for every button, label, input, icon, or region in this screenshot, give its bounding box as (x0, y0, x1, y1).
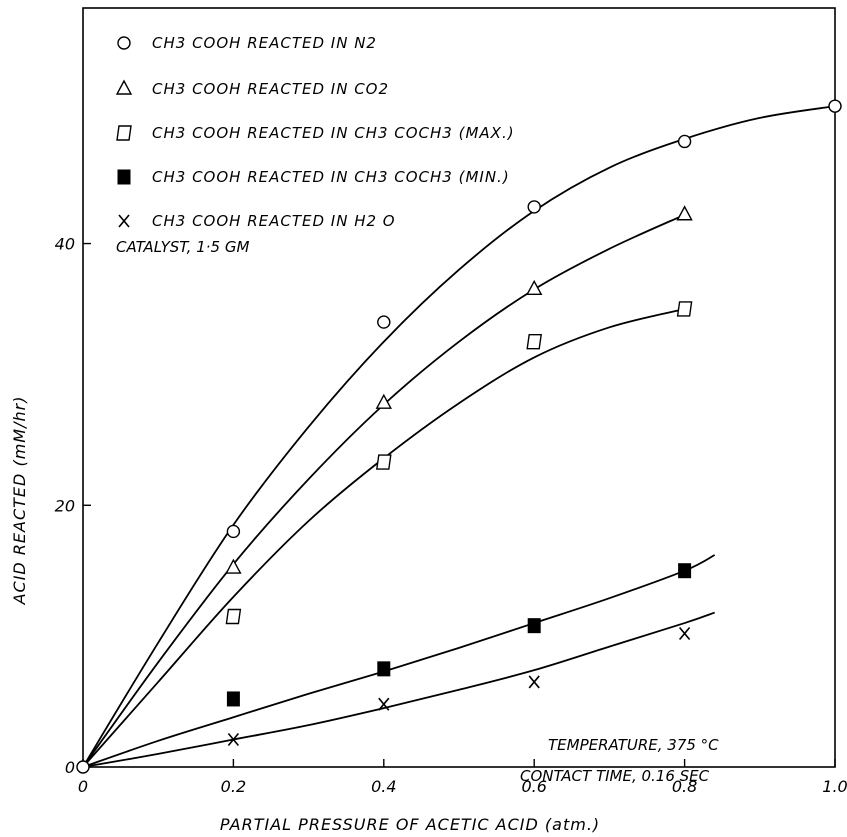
point-triangle (115, 79, 133, 95)
legend-entry-label: CH3 COOH REACTED IN CH3 COCH3 (MAX.) (152, 124, 515, 142)
point-square-open (676, 301, 693, 317)
y-axis-label: ACID REACTED (mM/hr) (10, 396, 29, 606)
x-tick-label: 0 (78, 777, 88, 796)
point-square-filled (117, 169, 131, 185)
point-square-filled (377, 661, 391, 677)
series-line-3 (82, 308, 685, 768)
point-circle (677, 134, 692, 149)
x-tick-label: 0.4 (371, 777, 396, 796)
x-tick-label: 0.6 (521, 777, 546, 796)
series-line-5 (82, 611, 715, 768)
point-square-filled (527, 618, 541, 634)
point-circle (117, 36, 131, 50)
point-square-open (526, 333, 542, 350)
point-triangle (225, 558, 242, 574)
annotations: CATALYST, 1·5 GM TEMPERATURE, 375 °C CON… (116, 238, 719, 785)
point-x (528, 675, 540, 689)
point-circle (828, 99, 842, 113)
point-circle (226, 524, 241, 539)
catalyst-note: CATALYST, 1·5 GM (116, 238, 249, 256)
series-line-4 (82, 554, 716, 768)
point-circle (527, 200, 541, 214)
point-square-open (116, 125, 132, 141)
legend: CH3 COOH REACTED IN N2 CH3 COOH REACTED I… (115, 34, 515, 230)
point-x (227, 733, 240, 747)
point-circle (377, 315, 391, 329)
temperature-note: TEMPERATURE, 375 °C (548, 736, 719, 754)
point-square-open (376, 454, 392, 470)
point-x (118, 214, 130, 228)
point-x (678, 627, 691, 641)
series-curves (82, 105, 836, 768)
x-tick-label: 0.2 (221, 777, 246, 796)
x-tick-label: 1.0 (822, 777, 847, 796)
y-tick-label: 40 (55, 235, 75, 254)
point-triangle (375, 393, 392, 409)
legend-entry-label: CH3 COOH REACTED IN CH3 COCH3 (MIN.) (152, 168, 510, 186)
series-line-2 (82, 213, 685, 768)
series-markers (76, 99, 842, 774)
x-axis-label: PARTIAL PRESSURE OF ACETIC ACID (atm.) (220, 815, 600, 834)
plot-border (82, 7, 836, 768)
legend-entry-label: CH3 COOH REACTED IN N2 (152, 34, 377, 52)
point-triangle (526, 279, 543, 296)
plot-frame (82, 7, 836, 768)
point-circle (76, 760, 90, 774)
point-square-filled (226, 691, 240, 707)
axis-ticks: 0 0.2 0.4 0.6 0.8 1.0 0 20 40 (55, 235, 847, 796)
axis-labels: PARTIAL PRESSURE OF ACETIC ACID (atm.) A… (10, 396, 600, 834)
point-x (378, 697, 390, 711)
y-tick-label: 0 (65, 758, 75, 777)
contact-time-note: CONTACT TIME, 0.16 SEC (520, 767, 710, 785)
x-tick-label: 0.8 (672, 777, 697, 796)
point-square-filled (678, 563, 692, 579)
legend-entry-label: CH3 COOH REACTED IN CO2 (152, 80, 389, 98)
series-line-1 (82, 105, 836, 768)
point-triangle (676, 205, 693, 221)
legend-entry-label: CH3 COOH REACTED IN H2 O (152, 212, 396, 230)
y-tick-label: 20 (55, 496, 75, 515)
point-square-open (225, 608, 242, 625)
